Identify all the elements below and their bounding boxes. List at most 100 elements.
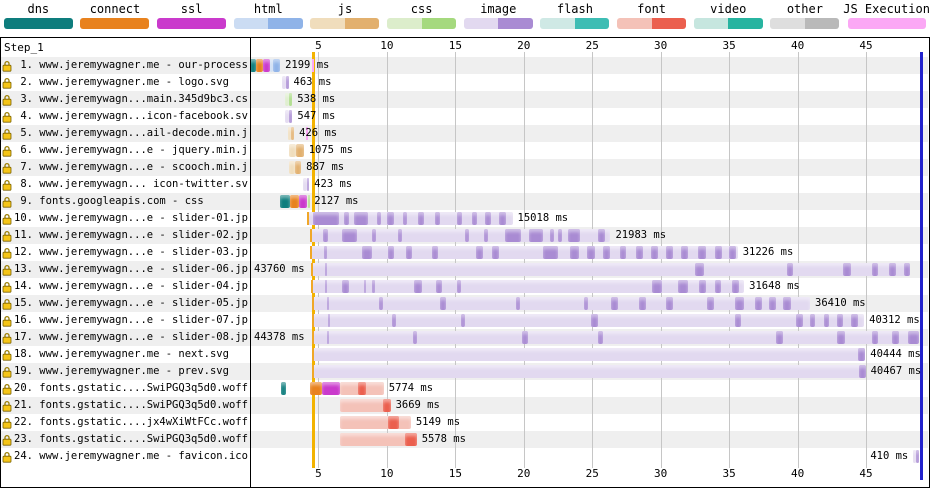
legend-swatch-icon — [233, 18, 303, 29]
request-number: 14. — [14, 280, 40, 292]
request-url: www.jeremywagn... icon-twitter.svg — [39, 178, 248, 190]
lock-icon — [2, 77, 12, 89]
request-url: fonts.gstatic....SwiPGQ3q5d0.woff2 — [39, 399, 248, 411]
bar-chunk-image_dark — [484, 229, 489, 242]
bar-chunk-image_dark — [456, 212, 463, 225]
legend-swatch-icon — [693, 18, 763, 29]
lock-icon — [2, 434, 12, 446]
bar-chunk-image_dark — [597, 229, 605, 242]
legend-swatch-icon — [310, 18, 380, 29]
row-stripe — [1, 176, 928, 193]
row-stripe — [1, 431, 928, 448]
bar-chunk-image_dark — [397, 229, 402, 242]
bar-chunk-image_dark — [666, 297, 673, 310]
bar-chunk-image_dark — [403, 212, 408, 225]
bar-segment-ssl — [298, 195, 308, 208]
request-url: www.jeremywagn...e - slider-02.jpg — [39, 229, 248, 241]
event-line-start-render — [312, 52, 316, 468]
bar-segment-js_dark — [295, 161, 302, 174]
bar-segment-image_light — [311, 331, 920, 344]
lock-icon — [2, 145, 12, 157]
bar-chunk-image_dark — [325, 263, 328, 276]
bar-segment-js_dark — [295, 144, 304, 157]
request-duration: 31226 ms — [742, 246, 794, 258]
legend-item-ssl: ssl — [153, 0, 230, 34]
bar-segment-image_light — [282, 76, 286, 89]
request-url: www.jeremywagn...icon-facebook.svg — [39, 110, 248, 122]
bar-chunk-image_dark — [842, 263, 851, 276]
js-execution-tick — [312, 59, 315, 72]
bar-segment-css_light — [284, 93, 289, 106]
bar-segment-image_light — [913, 450, 916, 463]
bar-segment-font_light — [340, 416, 411, 429]
legend-label: connect — [89, 2, 141, 16]
request-number: 22. — [14, 416, 40, 428]
request-number: 17. — [14, 331, 40, 343]
request-number: 12. — [14, 246, 40, 258]
row-stripe — [1, 125, 928, 142]
time-gridline — [866, 52, 868, 468]
request-url: www.jeremywagn...ail-decode.min.js — [39, 127, 248, 139]
bar-chunk-image_dark — [363, 280, 367, 293]
legend-item-css: css — [383, 0, 460, 34]
request-url: fonts.gstatic....SwiPGQ3q5d0.woff2 — [39, 433, 248, 445]
bar-chunk-image_dark — [603, 246, 611, 259]
bar-chunk-image_dark — [542, 246, 558, 259]
bar-chunk-image_dark — [584, 297, 589, 310]
bar-chunk-image_dark — [436, 280, 442, 293]
bar-chunk-image_dark — [341, 229, 357, 242]
request-duration: 547 ms — [297, 110, 336, 122]
request-label: 14. www.jeremywagn...e - slider-04.jpg — [2, 278, 248, 295]
bar-chunk-image_dark — [371, 280, 375, 293]
bar-chunk-image_dark — [464, 229, 470, 242]
lock-icon — [2, 417, 12, 429]
axis-tick-bottom: 20 — [517, 467, 531, 480]
request-label: 12. www.jeremywagn...e - slider-03.jpg — [2, 244, 248, 261]
bar-chunk-image_dark — [715, 246, 723, 259]
request-url: www.jeremywagn...e - slider-08.jpg — [39, 331, 248, 343]
request-duration: 44378 ms — [254, 331, 305, 343]
bar-segment-dns — [280, 382, 286, 395]
bar-segment-image_light — [303, 178, 307, 191]
lock-icon — [2, 179, 12, 191]
lock-icon — [2, 264, 12, 276]
legend-label: other — [786, 2, 823, 16]
axis-tick-bottom: 5 — [315, 467, 322, 480]
bar-chunk-image_dark — [388, 246, 394, 259]
lock-icon — [2, 94, 12, 106]
legend-item-video: video — [690, 0, 767, 34]
bar-chunk-image_dark — [699, 280, 706, 293]
bar-chunk-image_dark — [440, 297, 446, 310]
bar-chunk-image_dark — [312, 212, 339, 225]
bar-chunk-image_dark — [638, 297, 646, 310]
bar-chunk-image_dark — [823, 314, 830, 327]
axis-tick-top: 25 — [585, 39, 599, 52]
request-number: 6. — [14, 144, 40, 156]
request-number: 13. — [14, 263, 40, 275]
time-gridline — [386, 52, 388, 468]
time-gridline — [592, 52, 594, 468]
bar-segment-image_dark — [306, 178, 310, 191]
legend: dns connect ssl html js css image flash font vide… — [0, 0, 930, 34]
bar-chunk-image_dark — [904, 263, 910, 276]
time-gridline — [797, 52, 799, 468]
request-label: 17. www.jeremywagn...e - slider-08.jpg — [2, 329, 248, 346]
bar-chunk-image_dark — [529, 229, 543, 242]
bar-segment-image_dark — [285, 76, 289, 89]
request-label: 4. www.jeremywagn...icon-facebook.svg — [2, 108, 248, 125]
time-gridline — [318, 52, 320, 468]
bar-chunk-image_dark — [666, 246, 673, 259]
request-number: 11. — [14, 229, 40, 241]
lock-icon — [2, 349, 12, 361]
request-number: 7. — [14, 161, 40, 173]
request-duration: 31648 ms — [749, 280, 800, 292]
wait-tick — [306, 212, 309, 225]
request-url: www.jeremywagn...e - slider-04.jpg — [39, 280, 248, 292]
request-number: 19. — [14, 365, 40, 377]
legend-label: JS Execution — [843, 2, 930, 16]
legend-label: image — [480, 2, 517, 16]
bar-chunk-image_dark — [549, 229, 554, 242]
request-label: 7. www.jeremywagn...e - scooch.min.js — [2, 159, 248, 176]
bar-chunk-image_dark — [377, 212, 382, 225]
